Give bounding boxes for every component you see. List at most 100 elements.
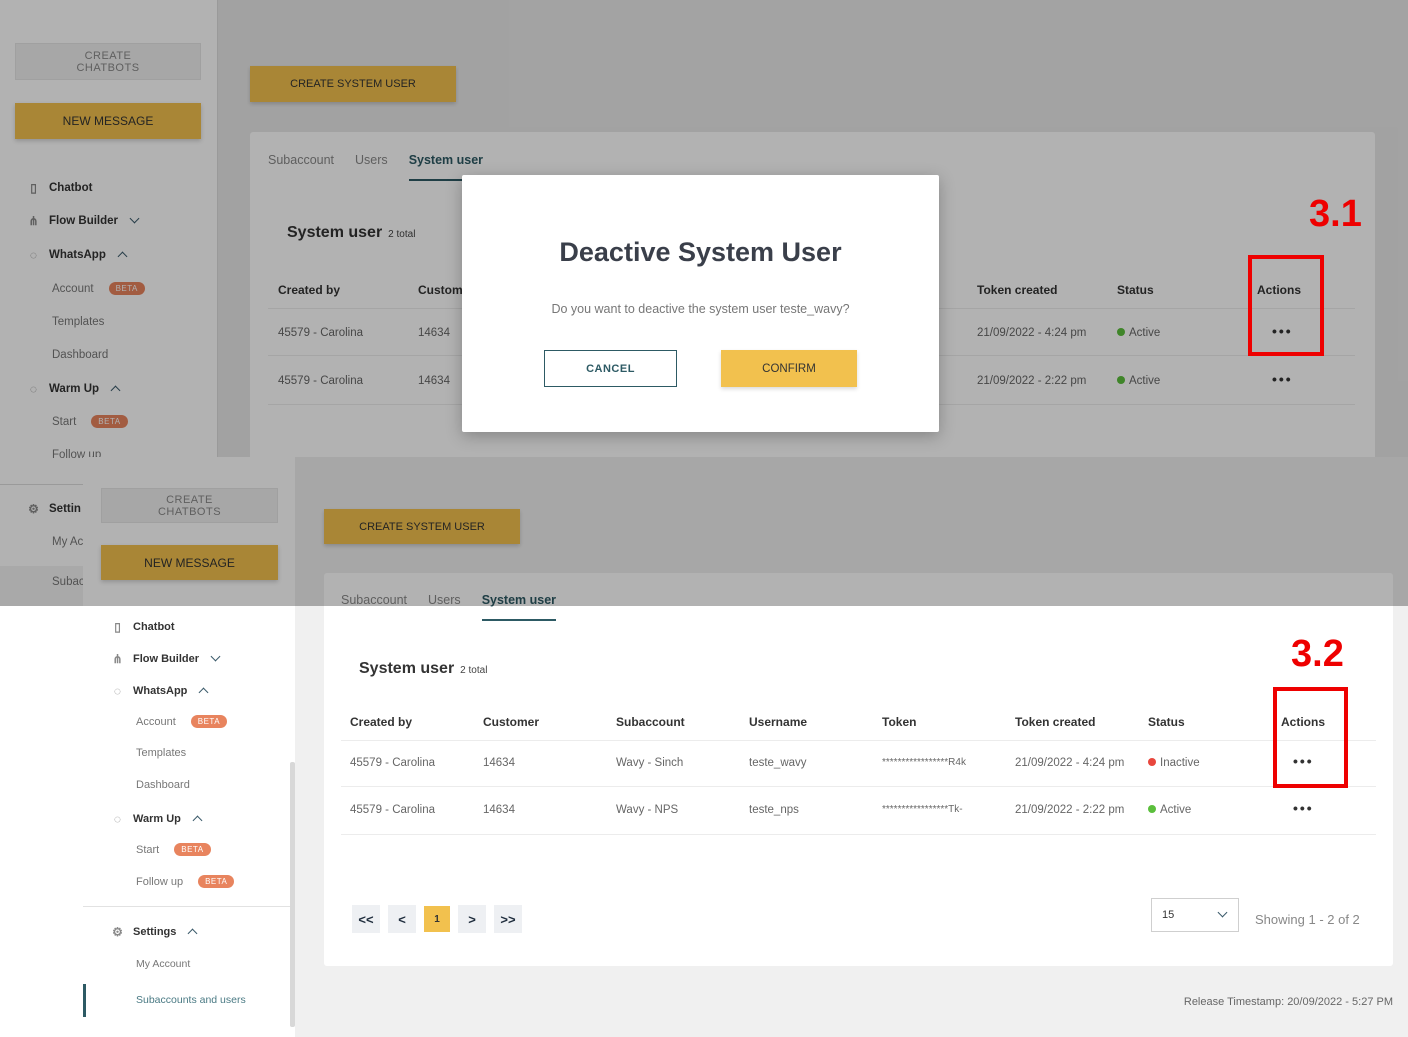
sidebar-item-templates[interactable]: Templates <box>52 316 104 328</box>
sidebar-item-label: Dashboard <box>52 349 109 361</box>
divider <box>341 786 1376 787</box>
sidebar-item-label: Templates <box>136 747 187 759</box>
sidebar-item-label: Warm Up <box>49 382 100 395</box>
column-header: Status <box>1148 715 1185 729</box>
highlight-box <box>1248 255 1324 356</box>
tab-subaccount[interactable]: Subaccount <box>268 153 335 167</box>
sidebar-scrollbar[interactable] <box>290 762 295 1027</box>
chevron-down-icon <box>1217 907 1228 918</box>
create-chatbots-button[interactable]: CREATE CHATBOTS <box>101 488 278 523</box>
active-indicator <box>83 984 86 1017</box>
sidebar-item-settings[interactable]: ⚙ Settings <box>111 924 198 939</box>
sidebar-item-chatbot[interactable]: ▯ Chatbot <box>111 619 174 634</box>
sidebar-item-settings[interactable]: ⚙ Settin <box>27 502 81 516</box>
create-chatbots-button[interactable]: CREATE CHATBOTS <box>15 43 201 80</box>
tab-system-user[interactable]: System user <box>408 153 484 181</box>
status-dot <box>1117 376 1125 384</box>
flow-builder-icon: ⋔ <box>28 213 39 228</box>
sidebar-item-my-account[interactable]: My Account <box>136 958 190 970</box>
pagination-summary: Showing 1 - 2 of 2 <box>1255 912 1360 927</box>
column-header: Created by <box>350 715 413 729</box>
last-page-button[interactable]: >> <box>494 905 522 933</box>
chevron-up-icon <box>187 928 198 939</box>
page-size-select[interactable]: 15 <box>1151 898 1239 932</box>
first-page-button[interactable]: << <box>352 905 380 933</box>
sidebar-item-warm-up[interactable]: ◌ Warm Up <box>27 382 121 396</box>
next-page-button[interactable]: > <box>458 905 486 933</box>
sidebar-item-subaccounts-and-users[interactable]: Subaccounts and users <box>136 994 246 1006</box>
cancel-button[interactable]: CANCEL <box>544 350 677 387</box>
status-dot <box>1148 758 1156 766</box>
cell-username: teste_nps <box>749 804 799 816</box>
sidebar-item-account[interactable]: Account BETA <box>136 715 228 728</box>
sidebar-item-label: WhatsApp <box>133 684 188 697</box>
chevron-up-icon <box>198 687 209 698</box>
sidebar-item-label: Start <box>136 843 160 856</box>
cell-created-by: 45579 - Carolina <box>278 327 364 339</box>
new-message-button[interactable]: NEW MESSAGE <box>15 103 201 139</box>
page-size-value: 15 <box>1162 909 1175 921</box>
column-header: Created by <box>278 283 341 297</box>
sidebar-item-whatsapp[interactable]: ◌ WhatsApp <box>111 684 209 698</box>
row-actions-button[interactable]: ••• <box>1293 800 1314 816</box>
chatbot-icon: ▯ <box>114 619 121 634</box>
sidebar-item-whatsapp[interactable]: ◌ WhatsApp <box>27 247 128 262</box>
sidebar-item-label: Follow up <box>136 875 184 888</box>
column-header: Actions <box>1257 283 1302 297</box>
tab-system-user[interactable]: System user <box>481 593 557 621</box>
status-badge: Active <box>1117 327 1160 339</box>
cell-token-created: 21/09/2022 - 4:24 pm <box>1015 757 1125 769</box>
prev-page-button[interactable]: < <box>388 905 416 933</box>
sidebar-item-flow-builder[interactable]: ⋔ Flow Builder <box>27 213 140 228</box>
sidebar-item-templates[interactable]: Templates <box>136 747 186 759</box>
cell-customer: 14634 <box>418 327 450 339</box>
create-system-user-button[interactable]: CREATE SYSTEM USER <box>324 509 520 544</box>
beta-badge: BETA <box>198 875 235 888</box>
new-message-button[interactable]: NEW MESSAGE <box>101 545 278 580</box>
section-title-text: System user <box>287 224 383 241</box>
sidebar-item-label: Flow Builder <box>49 214 118 227</box>
beta-badge: BETA <box>91 415 128 428</box>
cell-token: *****************R4k <box>882 757 966 768</box>
sidebar-item-label: Account <box>52 282 94 295</box>
sidebar-item-start[interactable]: Start BETA <box>136 843 211 856</box>
sidebar-item-account[interactable]: Account BETA <box>52 282 145 295</box>
column-header: Status <box>1117 283 1154 297</box>
status-dot <box>1148 805 1156 813</box>
modal-title: Deactive System User <box>559 237 842 267</box>
row-actions-button[interactable]: ••• <box>1272 323 1293 339</box>
tab-subaccount[interactable]: Subaccount <box>341 593 408 607</box>
row-actions-button[interactable]: ••• <box>1293 753 1314 769</box>
status-text: Active <box>1129 327 1161 339</box>
cell-username: teste_wavy <box>749 757 807 769</box>
sidebar-item-label: Account <box>136 715 176 728</box>
confirm-button[interactable]: CONFIRM <box>721 350 857 387</box>
cell-subaccount: Wavy - NPS <box>616 804 679 816</box>
column-header: Custom <box>418 283 463 297</box>
sidebar-item-dashboard[interactable]: Dashboard <box>52 349 108 361</box>
status-badge: Active <box>1117 375 1160 387</box>
gear-icon: ⚙ <box>112 924 123 939</box>
cell-subaccount: Wavy - Sinch <box>616 757 684 769</box>
beta-badge: BETA <box>174 843 211 856</box>
chevron-up-icon <box>192 815 203 826</box>
tab-users[interactable]: Users <box>428 593 461 607</box>
beta-badge: BETA <box>190 715 228 728</box>
tab-users[interactable]: Users <box>355 153 388 167</box>
sidebar-item-start[interactable]: Start BETA <box>52 415 128 428</box>
status-badge: Inactive <box>1148 757 1200 769</box>
cell-token-created: 21/09/2022 - 4:24 pm <box>977 327 1087 339</box>
column-header: Subaccount <box>616 715 685 729</box>
whatsapp-icon: ◌ <box>29 247 38 262</box>
sidebar-item-follow-up[interactable]: Follow up BETA <box>136 875 235 888</box>
cell-token: *****************Tk- <box>882 804 963 815</box>
cell-token-created: 21/09/2022 - 2:22 pm <box>977 375 1087 387</box>
sidebar-item-warm-up[interactable]: ◌ Warm Up <box>111 812 203 826</box>
create-system-user-button[interactable]: CREATE SYSTEM USER <box>250 66 456 102</box>
row-actions-button[interactable]: ••• <box>1272 371 1293 387</box>
page-number-button[interactable]: 1 <box>424 906 450 932</box>
sidebar-item-flow-builder[interactable]: ⋔ Flow Builder <box>111 652 221 666</box>
sidebar-item-dashboard[interactable]: Dashboard <box>136 779 190 791</box>
sidebar-item-my-account[interactable]: My Ac <box>52 536 83 548</box>
sidebar-item-chatbot[interactable]: ▯ Chatbot <box>27 181 92 195</box>
